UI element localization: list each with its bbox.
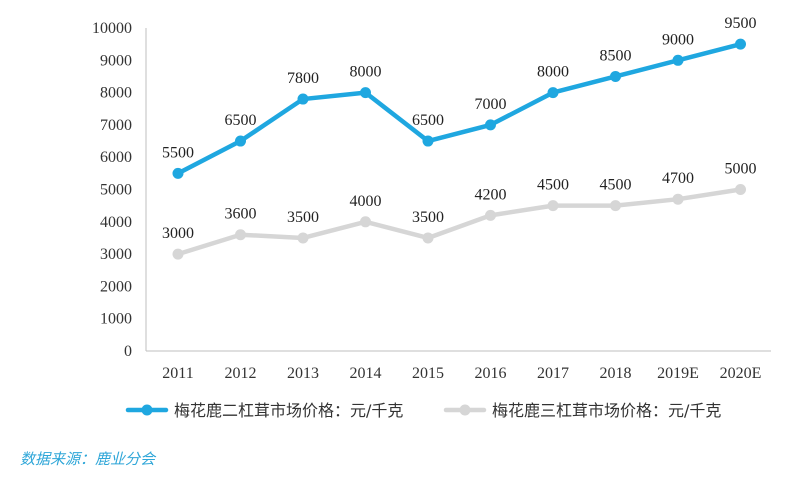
data-label: 4000 [350,193,382,210]
data-label: 3500 [412,209,444,226]
data-point [172,248,184,260]
legend-label: 梅花鹿三杠茸市场价格：元/千克 [492,401,721,420]
data-label: 8500 [600,47,632,64]
data-point [672,54,684,66]
data-label: 9000 [662,31,694,48]
data-label: 7000 [475,96,507,113]
data-label: 4500 [537,177,569,194]
data-point [422,135,434,147]
legend-item-2: 梅花鹿三杠茸市场价格：元/千克 [443,401,721,420]
x-tick-label: 2011 [162,365,193,382]
y-tick-label: 6000 [100,149,132,166]
y-tick-label: 5000 [100,182,132,199]
series-2: 3000 3600 3500 4000 3500 4200 4500 4500 4700 5000 [162,161,757,260]
data-label: 9500 [725,15,757,32]
legend-item-1: 梅花鹿二杠茸市场价格：元/千克 [125,401,403,420]
data-label: 7800 [287,70,319,87]
y-tick-label: 1000 [100,311,132,328]
y-tick-label: 10000 [92,20,132,37]
data-point [547,87,559,99]
series-line [175,41,743,176]
data-point [735,38,746,50]
data-label: 8000 [350,64,382,81]
y-tick-label: 9000 [100,52,132,69]
data-label: 4500 [600,177,632,194]
data-label: 6500 [225,112,257,129]
data-label: 4700 [662,170,694,187]
data-point [672,193,684,205]
x-tick-label: 2019E [657,365,699,382]
data-label: 8000 [537,64,569,81]
x-tick-label: 2018 [600,365,632,382]
x-tick-label: 2015 [412,365,444,382]
y-tick-label: 4000 [100,214,132,231]
y-tick-label: 3000 [100,246,132,263]
series-1: 5500 6500 7800 8000 6500 7000 8000 8500 9000 9500 [162,15,757,179]
data-point [172,167,184,179]
data-label: 3500 [287,209,319,226]
y-tick-label: 8000 [100,85,132,102]
x-axis-ticks: 2011 2012 2013 2014 2015 2016 2017 2018 2019E 202… [162,365,761,382]
data-point [547,200,559,212]
data-point [485,119,496,131]
data-label: 5000 [725,161,757,178]
legend-swatch-marker [459,404,471,416]
x-tick-label: 2012 [225,365,257,382]
data-point [735,184,746,195]
chart-legend: 梅花鹿二杠茸市场价格：元/千克 梅花鹿三杠茸市场价格：元/千克 [125,401,721,420]
data-point [485,209,496,221]
data-point [235,229,246,241]
y-tick-label: 2000 [100,278,132,295]
x-tick-label: 2017 [537,365,569,382]
data-point [297,232,309,244]
legend-swatch-marker [141,404,153,416]
series-line [175,187,743,257]
data-point [360,87,371,99]
chart-axes [145,28,771,352]
data-label: 3600 [225,206,257,223]
data-point [297,93,309,105]
data-point [610,200,621,212]
x-tick-label: 2013 [287,365,319,382]
data-source-note: 数据来源：鹿业分会 [20,450,156,468]
y-tick-label: 0 [124,343,132,360]
x-tick-label: 2016 [475,365,507,382]
x-tick-label: 2020E [720,365,762,382]
data-point [360,216,371,228]
y-axis-ticks: 0 1000 2000 3000 4000 5000 6000 7000 8000 9000 100… [92,20,132,360]
data-label: 6500 [412,112,444,129]
data-label: 3000 [162,225,194,242]
y-tick-label: 7000 [100,117,132,134]
data-label: 4200 [475,186,507,203]
chart-series: 5500 6500 7800 8000 6500 7000 8000 8500 9000 9500… [162,15,757,260]
data-point [422,232,434,244]
x-tick-label: 2014 [350,365,382,382]
data-label: 5500 [162,144,194,161]
data-point [235,135,246,147]
data-point [610,70,621,82]
legend-label: 梅花鹿二杠茸市场价格：元/千克 [174,401,403,420]
